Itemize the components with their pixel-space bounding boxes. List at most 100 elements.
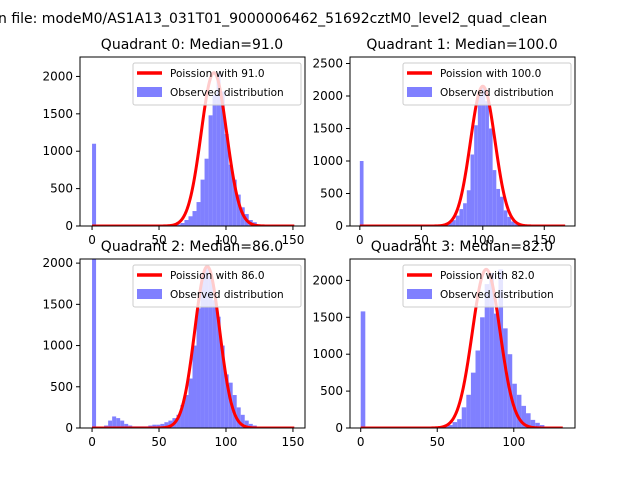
hist-bar: [244, 420, 249, 428]
y-tick-label: 2000: [312, 273, 343, 287]
x-tick-label: 150: [281, 435, 304, 449]
hist-bar: [507, 216, 512, 226]
hist-bar: [176, 224, 181, 226]
hist-bar: [466, 394, 471, 428]
hist-bar: [108, 420, 113, 428]
panel-title: Quadrant 1: Median=100.0: [366, 37, 557, 53]
hist-bar: [168, 420, 173, 428]
legend: Poission with 82.0 Observed distribution: [402, 264, 572, 308]
hist-bar: [492, 170, 497, 226]
y-tick-label: 1500: [312, 310, 343, 324]
hist-bar: [200, 275, 205, 428]
hist-bar: [184, 220, 189, 226]
x-tick-label: 50: [414, 233, 429, 247]
axes-frame: [79, 258, 306, 429]
hist-bar: [192, 211, 197, 226]
legend-fit-label: Poission with 82.0: [440, 270, 535, 282]
hist-bar: [224, 134, 229, 226]
hist-bar: [196, 202, 201, 226]
hist-bar: [248, 423, 253, 428]
hist-bar: [124, 423, 129, 428]
axes-frame: [349, 56, 576, 227]
hist-bar: [92, 259, 97, 428]
x-tick-label: 0: [88, 435, 96, 449]
panel-quadrant-1: Quadrant 1: Median=100.0 0 50 100 150050010…: [312, 37, 576, 247]
legend-fit-label: Poission with 91.0: [170, 68, 265, 80]
x-tick-label: 150: [533, 233, 556, 247]
hist-bar: [535, 422, 540, 428]
legend: Poission with 91.0 Observed distribution: [132, 62, 302, 106]
legend-hist-label: Observed distribution: [440, 289, 554, 301]
y-tick-label: 1000: [42, 144, 73, 158]
axes-frame: [79, 56, 306, 227]
hist-bar: [503, 328, 508, 428]
hist-bar: [180, 404, 185, 428]
legend-hist-swatch: [137, 289, 162, 299]
panel-title: Quadrant 0: Median=91.0: [101, 37, 283, 53]
hist-bar: [480, 317, 485, 428]
x-tick-label: 100: [215, 435, 238, 449]
legend-hist-swatch: [137, 87, 162, 97]
x-tick-label: 100: [215, 233, 238, 247]
y-tick-label: 500: [320, 187, 343, 201]
y-tick-label: 500: [50, 380, 73, 394]
hist-bar: [470, 372, 476, 428]
legend-hist-swatch: [407, 289, 432, 299]
panel-quadrant-0: Quadrant 0: Median=91.0 0 50 100 1500500100…: [42, 37, 306, 247]
hist-bar: [461, 407, 467, 428]
x-tick-label: 0: [357, 435, 365, 449]
hist-bar: [511, 221, 515, 226]
hist-bar: [204, 267, 209, 428]
hist-bar: [485, 101, 489, 226]
y-tick-label: 500: [50, 182, 73, 196]
hist-bar: [500, 196, 504, 226]
legend-fit-label: Poission with 100.0: [440, 68, 541, 80]
hist-bar: [488, 128, 493, 226]
hist-bar: [216, 72, 221, 226]
plot-area: [358, 84, 567, 226]
hist-bar: [448, 222, 453, 226]
hist-bar: [475, 350, 481, 428]
x-tick-label: 0: [356, 233, 364, 247]
hist-bar: [526, 413, 531, 428]
y-tick-label: 1000: [312, 154, 343, 168]
hist-bar: [164, 422, 169, 428]
hist-bar: [120, 420, 125, 428]
panel-title: Quadrant 2: Median=86.0: [101, 239, 283, 255]
x-tick-label: 100: [502, 435, 525, 449]
hist-bar: [212, 300, 217, 428]
x-tick-label: 50: [151, 233, 166, 247]
hist-bar: [496, 188, 500, 226]
hist-bar: [466, 190, 471, 226]
hist-bar: [152, 424, 157, 428]
hist-bar: [457, 419, 462, 428]
hist-bar: [184, 395, 189, 428]
hist-bar: [503, 210, 508, 226]
axes-frame: [349, 258, 576, 429]
y-tick-label: 1500: [42, 297, 73, 311]
legend: Poission with 86.0 Observed distribution: [132, 264, 302, 308]
hist-bar: [474, 125, 478, 226]
hist-bar: [470, 154, 475, 226]
y-tick-label: 2000: [42, 69, 73, 83]
legend-box: [402, 62, 572, 106]
y-tick-label: 500: [320, 384, 343, 398]
hist-bar: [360, 311, 366, 428]
y-tick-label: 1000: [42, 339, 73, 353]
hist-bar: [236, 194, 241, 226]
hist-bar: [459, 209, 464, 226]
y-tick-label: 0: [65, 421, 73, 435]
y-tick-label: 2500: [312, 57, 343, 71]
hist-bar: [188, 378, 193, 428]
x-tick-label: 100: [471, 233, 494, 247]
x-tick-label: 150: [281, 233, 304, 247]
hist-bar: [216, 316, 221, 428]
legend-box: [402, 264, 572, 308]
x-tick-label: 50: [151, 435, 166, 449]
hist-bar: [220, 91, 225, 226]
legend-hist-label: Observed distribution: [170, 87, 284, 99]
hist-bar: [228, 164, 233, 226]
plot-area: [359, 267, 564, 428]
hist-bar: [204, 158, 209, 226]
hist-bar: [176, 414, 181, 428]
